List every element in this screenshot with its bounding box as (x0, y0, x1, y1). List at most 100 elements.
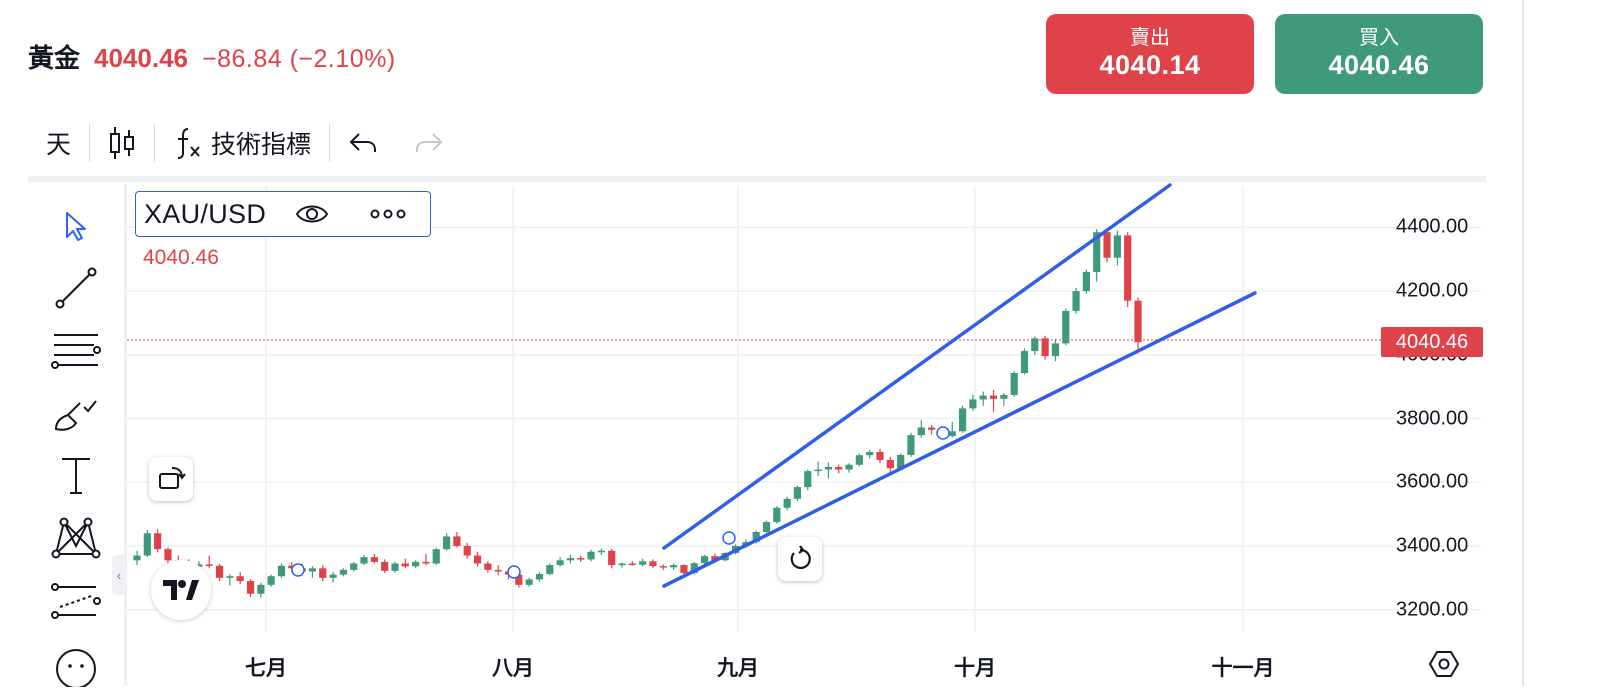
buy-button[interactable]: 買入 4040.46 (1275, 14, 1483, 94)
price-tick-label: 3600.00 (1396, 470, 1469, 493)
candle-body (928, 427, 936, 430)
candle-body (814, 469, 822, 472)
sell-label: 賣出 (1130, 27, 1170, 49)
fib-lines-icon (51, 334, 101, 369)
channel-lower-trendline[interactable] (662, 291, 1257, 588)
candle-body (907, 435, 915, 455)
toolbar-divider (154, 124, 156, 162)
redo-button[interactable] (396, 121, 462, 165)
channel-upper-trendline[interactable] (662, 183, 1172, 550)
candle-body (979, 395, 987, 400)
cursor-icon (66, 212, 86, 241)
candles-icon (110, 127, 135, 159)
interval-button[interactable]: 天 (28, 121, 89, 165)
pattern-tool[interactable] (48, 510, 104, 566)
eye-icon[interactable] (294, 200, 330, 228)
settings-icon[interactable] (1428, 650, 1460, 678)
candle-body (618, 563, 626, 566)
candle-body (1093, 232, 1101, 273)
candle-body (381, 561, 389, 571)
current-price-tag: 4040.46 (1381, 327, 1483, 357)
candle-body (1010, 373, 1018, 395)
function-icon (177, 128, 200, 159)
object-tree-button[interactable] (149, 457, 193, 501)
more-options-icon[interactable] (368, 202, 408, 226)
redo-icon (416, 133, 443, 152)
trend-line-tool[interactable] (48, 260, 104, 316)
forecast-tool[interactable] (48, 574, 104, 630)
candle-body (350, 563, 358, 570)
drawing-anchor-point[interactable] (722, 531, 736, 545)
candle-body (670, 565, 678, 568)
brush-tool[interactable] (48, 386, 104, 442)
candle-body (958, 408, 967, 432)
forecast-icon (51, 583, 101, 619)
candle-body (1134, 300, 1142, 343)
emoji-tool[interactable] (48, 636, 104, 692)
drawing-anchor-point[interactable] (507, 565, 521, 579)
buy-label: 買入 (1359, 27, 1399, 49)
candle-body (855, 455, 863, 465)
candle-body (587, 551, 595, 560)
candle-body (639, 561, 647, 565)
candle-body (1031, 338, 1039, 352)
candle-body (339, 569, 347, 575)
toolbar-divider (329, 124, 331, 162)
candle-body (1072, 291, 1080, 311)
last-price: 4040.46 (94, 43, 188, 73)
candle-body (1124, 235, 1132, 301)
candle-body (659, 566, 667, 568)
indicators-button[interactable]: 技術指標 (155, 121, 329, 165)
reset-icon (790, 545, 811, 570)
candle-body (948, 431, 956, 437)
candle-body (236, 576, 244, 582)
candle-body (535, 574, 544, 580)
candle-body (164, 549, 172, 561)
time-tick-label: 十月 (954, 657, 996, 680)
time-tick-label: 七月 (245, 657, 287, 680)
tradingview-logo[interactable] (151, 560, 211, 620)
sell-button[interactable]: 賣出 4040.14 (1046, 14, 1254, 94)
candle-body (989, 395, 998, 399)
candle-body (525, 579, 533, 585)
candle-body (711, 556, 719, 561)
candle-body (473, 555, 482, 564)
time-tick-label: 十一月 (1211, 657, 1275, 680)
chart-type-button[interactable] (90, 121, 154, 165)
candle-body (246, 581, 255, 594)
candle-body (876, 452, 884, 460)
cursor-tool[interactable] (48, 198, 104, 254)
panel-edge (1522, 0, 1524, 686)
candle-body (515, 574, 523, 585)
candle-body (752, 531, 760, 543)
candle-body (1041, 338, 1049, 357)
collapse-toolbar-handle[interactable]: ‹ (112, 555, 126, 595)
reset-chart-button[interactable] (778, 537, 822, 581)
undo-button[interactable] (330, 121, 396, 165)
price-tick-label: 3400.00 (1396, 534, 1469, 557)
tradingview-logo-icon (163, 580, 199, 600)
time-tick-label: 八月 (492, 657, 534, 680)
indicators-label: 技術指標 (211, 131, 312, 159)
candle-body (917, 427, 925, 436)
toolbar-divider (89, 124, 91, 162)
candle-body (577, 558, 585, 560)
candle-body (432, 549, 440, 564)
candle-body (1062, 310, 1070, 344)
candle-body (824, 466, 833, 470)
drawing-anchor-point[interactable] (291, 563, 305, 577)
symbol-legend[interactable]: XAU/USD (135, 191, 431, 237)
candle-body (680, 565, 688, 574)
candle-body (308, 568, 317, 572)
price-tick-label: 3200.00 (1396, 598, 1469, 621)
fib-tool[interactable] (48, 324, 104, 380)
candle-body (205, 564, 213, 566)
sell-price: 4040.14 (1099, 50, 1201, 80)
candle-body (1082, 272, 1091, 292)
drawing-anchor-point[interactable] (936, 426, 950, 440)
candle-body (556, 560, 564, 566)
text-icon (62, 458, 90, 494)
text-tool[interactable] (48, 448, 104, 504)
trend-line-icon (55, 267, 97, 309)
